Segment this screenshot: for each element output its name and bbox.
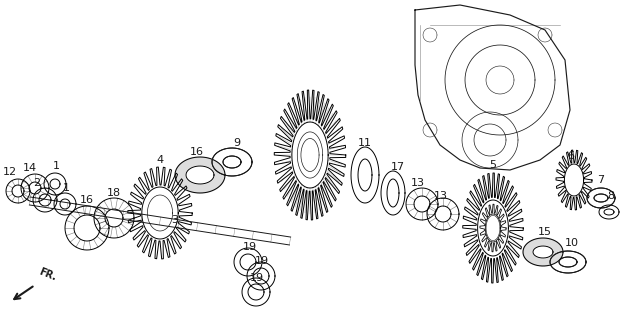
Text: 4: 4 [156,155,164,165]
Text: 12: 12 [3,167,17,177]
Text: 9: 9 [234,138,240,148]
Text: 16: 16 [190,147,204,157]
Text: 13: 13 [411,178,425,188]
Text: 8: 8 [607,191,614,201]
Polygon shape [559,257,577,267]
Polygon shape [523,238,563,266]
Text: 11: 11 [358,138,372,148]
Text: 1: 1 [62,183,70,193]
Text: 6: 6 [568,151,574,161]
Text: 2: 2 [34,178,40,188]
Text: 7: 7 [597,175,604,185]
Text: 16: 16 [80,195,94,205]
Text: 19: 19 [255,256,269,266]
Text: FR.: FR. [37,267,57,283]
Text: 1: 1 [52,161,60,171]
Text: 10: 10 [565,238,579,248]
Text: 13: 13 [434,191,448,201]
Text: 15: 15 [538,227,552,237]
Text: 5: 5 [490,160,497,170]
Text: 19: 19 [250,273,264,283]
Polygon shape [358,159,372,191]
Text: 18: 18 [107,188,121,198]
Polygon shape [223,156,241,168]
Text: 19: 19 [243,242,257,252]
Polygon shape [594,194,608,202]
Text: 3: 3 [171,215,179,225]
Polygon shape [175,157,225,193]
Polygon shape [186,166,214,184]
Polygon shape [533,246,553,258]
Text: 17: 17 [391,162,405,172]
Text: 14: 14 [23,163,37,173]
